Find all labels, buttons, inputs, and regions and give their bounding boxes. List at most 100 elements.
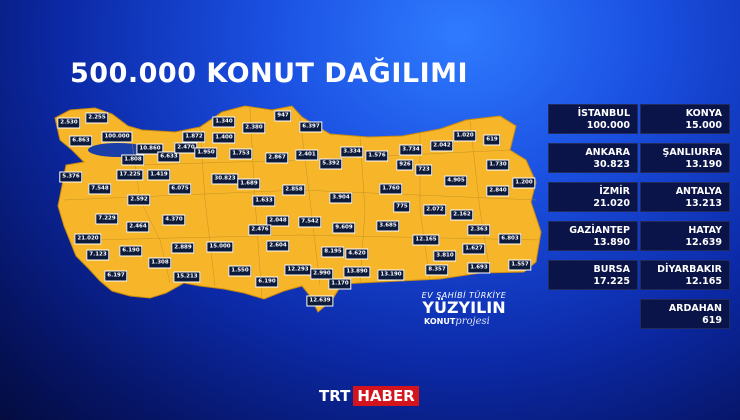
map-value-label: 15.000 <box>206 241 234 253</box>
map-value-label: 2.530 <box>57 117 81 129</box>
map-value-label: 8.357 <box>425 264 449 276</box>
city-card: İSTANBUL 100.000 <box>548 104 638 134</box>
map-value-label: 13.190 <box>377 269 405 281</box>
page-title: 500.000 KONUT DAĞILIMI <box>70 58 469 89</box>
map-value-label: 1.633 <box>252 195 276 207</box>
map-value-label: 1.627 <box>462 243 486 255</box>
map-value-label: 1.693 <box>467 262 491 274</box>
map-value-label: 5.376 <box>59 171 83 183</box>
map-value-label: 1.170 <box>328 278 352 290</box>
map-value-label: 7.548 <box>88 183 112 195</box>
map-value-label: 6.190 <box>119 245 143 257</box>
city-value: 17.225 <box>593 276 630 287</box>
map-value-label: 2.592 <box>127 194 151 206</box>
map-value-label: 10.860 <box>136 143 164 155</box>
map-value-label: 12.639 <box>306 295 334 307</box>
map-value-label: 1.419 <box>147 169 171 181</box>
map-value-label: 2.162 <box>450 209 474 221</box>
map-value-label: 13.890 <box>343 266 371 278</box>
map-value-label: 4.370 <box>162 214 186 226</box>
slogan-line3: KONUT <box>424 317 456 326</box>
city-name: KONYA <box>685 108 722 119</box>
map-value-label: 7.229 <box>95 213 119 225</box>
map-value-label: 7.123 <box>86 249 110 261</box>
map-value-label: 1.730 <box>486 159 510 171</box>
map-value-label: 2.048 <box>266 215 290 227</box>
city-value: 15.000 <box>685 120 722 131</box>
city-value: 13.213 <box>685 198 722 209</box>
city-value: 21.020 <box>593 198 630 209</box>
map-value-label: 2.889 <box>171 242 195 254</box>
map-value-label: 2.990 <box>310 268 334 280</box>
map-value-label: 2.380 <box>242 122 266 134</box>
city-name: İSTANBUL <box>577 108 630 119</box>
city-name: GAZİANTEP <box>569 225 630 236</box>
city-name: İZMİR <box>599 186 630 197</box>
map-value-label: 2.255 <box>85 112 109 124</box>
city-name: DİYARBAKIR <box>657 264 722 275</box>
map-value-label: 17.225 <box>116 169 144 181</box>
map-value-label: 30.823 <box>211 173 239 185</box>
map-value-label: 1.950 <box>194 147 218 159</box>
city-value: 13.890 <box>593 237 630 248</box>
map-value-label: 775 <box>393 201 411 213</box>
map-value-label: 3.734 <box>399 144 423 156</box>
map-value-label: 1.557 <box>508 259 532 271</box>
map-value-label: 3.685 <box>376 220 400 232</box>
map-value-label: 9.609 <box>332 222 356 234</box>
city-card: BURSA 17.225 <box>548 260 638 290</box>
city-name: ARDAHAN <box>668 303 722 314</box>
slogan-line2: YÜZYILIN <box>422 298 506 317</box>
map-value-label: 4.620 <box>345 248 369 260</box>
map-value-label: 8.195 <box>321 246 345 258</box>
map-value-label: 1.200 <box>512 177 536 189</box>
city-value: 12.639 <box>685 237 722 248</box>
map-value-label: 6.633 <box>157 151 181 163</box>
map-value-label: 6.397 <box>299 121 323 133</box>
map-value-label: 12.165 <box>412 234 440 246</box>
map-value-label: 2.072 <box>423 204 447 216</box>
map-value-label: 2.042 <box>430 140 454 152</box>
map-value-label: 3.810 <box>433 250 457 262</box>
city-value: 13.190 <box>685 159 722 170</box>
map-value-label: 1.550 <box>228 265 252 277</box>
map-value-label: 1.400 <box>212 132 236 144</box>
map-value-label: 7.542 <box>298 216 322 228</box>
map-value-label: 2.363 <box>467 224 491 236</box>
map-value-label: 723 <box>415 164 433 176</box>
marmara-sea <box>88 143 148 157</box>
city-card: ANTALYA 13.213 <box>640 182 730 212</box>
city-value: 100.000 <box>586 120 630 131</box>
map-value-label: 100.000 <box>101 131 133 143</box>
map-value-label: 619 <box>483 134 501 146</box>
map-value-label: 1.020 <box>453 130 477 142</box>
map-value-label: 1.689 <box>237 178 261 190</box>
slogan-line4: projesi <box>455 316 490 327</box>
city-name: BURSA <box>593 264 630 275</box>
map-value-label: 6.190 <box>255 276 279 288</box>
city-card: KONYA 15.000 <box>640 104 730 134</box>
slogan-line1: EV SAHİBİ TÜRKİYE <box>421 291 507 300</box>
slogan: EV SAHİBİ TÜRKİYE YÜZYILIN KONUTprojesi <box>414 291 514 327</box>
map-value-label: 3.904 <box>329 192 353 204</box>
map-value-label: 12.293 <box>284 264 312 276</box>
map-value-label: 6.197 <box>104 270 128 282</box>
map-value-label: 1.760 <box>379 183 403 195</box>
map-value-label: 15.213 <box>173 271 201 283</box>
map-value-label: 21.020 <box>74 233 102 245</box>
map-value-label: 2.464 <box>126 221 150 233</box>
trt-haber-logo: TRT HABER <box>316 386 419 406</box>
city-card: ANKARA 30.823 <box>548 143 638 173</box>
map-value-label: 2.867 <box>265 152 289 164</box>
city-name: HATAY <box>688 225 722 236</box>
map-value-label: 2.858 <box>282 184 306 196</box>
city-value: 12.165 <box>685 276 722 287</box>
map-value-label: 2.401 <box>295 149 319 161</box>
map-value-label: 6.803 <box>498 233 522 245</box>
city-name: ŞANLIURFA <box>662 147 722 158</box>
map-value-label: 6.863 <box>69 135 93 147</box>
map-value-label: 1.576 <box>365 150 389 162</box>
map-value-label: 5.392 <box>319 158 343 170</box>
map-value-label: 2.476 <box>248 224 272 236</box>
map-value-label: 2.604 <box>266 240 290 252</box>
